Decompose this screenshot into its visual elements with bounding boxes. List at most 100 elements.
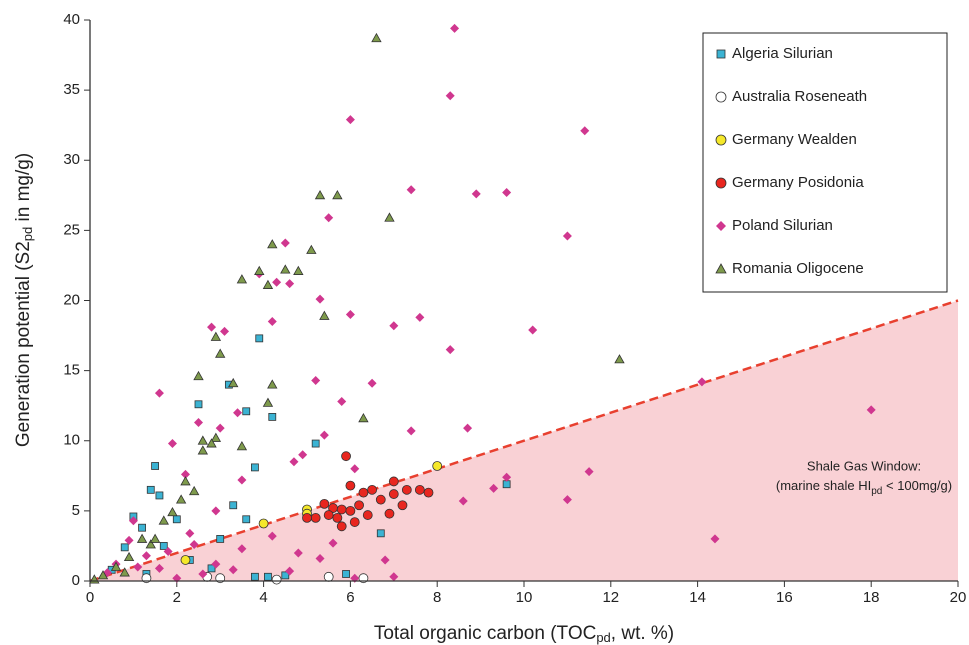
- point: [188, 485, 200, 496]
- point: [315, 294, 325, 304]
- y-tick-label: 5: [72, 502, 80, 519]
- point: [562, 231, 572, 241]
- point: [388, 489, 399, 499]
- point: [180, 555, 191, 565]
- point: [289, 457, 299, 467]
- point: [136, 533, 148, 543]
- point: [271, 574, 282, 585]
- point: [211, 559, 221, 569]
- point: [119, 567, 130, 577]
- point: [354, 500, 364, 511]
- point: [285, 566, 295, 576]
- point: [697, 377, 707, 387]
- point: [175, 494, 187, 504]
- point: [193, 370, 204, 381]
- point: [280, 264, 291, 274]
- point: [445, 345, 455, 355]
- point: [528, 325, 538, 335]
- point: [233, 408, 243, 418]
- point: [207, 322, 217, 332]
- point: [336, 521, 347, 532]
- point: [349, 517, 360, 527]
- point: [262, 397, 274, 407]
- legend-text: Algeria Silurian: [732, 45, 833, 62]
- point: [198, 569, 208, 579]
- point: [264, 572, 272, 581]
- point: [458, 496, 468, 506]
- point: [323, 571, 334, 582]
- legend-marker: [715, 91, 727, 103]
- point: [384, 508, 395, 519]
- point: [302, 512, 312, 523]
- annotation: Shale Gas Window:: [807, 458, 921, 473]
- point: [406, 426, 416, 436]
- point: [141, 551, 151, 561]
- point: [236, 274, 248, 284]
- point: [280, 238, 290, 248]
- point: [154, 563, 164, 573]
- point: [128, 516, 138, 526]
- point: [342, 570, 350, 578]
- x-tick-label: 8: [433, 589, 441, 606]
- point: [380, 555, 390, 565]
- point: [414, 484, 425, 495]
- y-tick-label: 10: [63, 432, 80, 449]
- point: [350, 464, 360, 474]
- point: [375, 494, 386, 505]
- point: [268, 413, 277, 421]
- y-tick-label: 0: [72, 572, 80, 589]
- point: [285, 279, 295, 289]
- point: [336, 504, 347, 515]
- point: [120, 543, 129, 552]
- point: [228, 565, 238, 575]
- point: [146, 485, 155, 494]
- point: [167, 506, 178, 517]
- point: [345, 505, 356, 516]
- point: [215, 423, 225, 433]
- point: [389, 572, 399, 582]
- point: [206, 438, 217, 448]
- y-tick-label: 30: [63, 151, 80, 168]
- point: [866, 405, 876, 415]
- point: [614, 354, 625, 364]
- point: [345, 115, 355, 125]
- x-tick-label: 10: [516, 589, 533, 606]
- point: [210, 331, 222, 341]
- point: [580, 126, 590, 136]
- point: [341, 451, 351, 462]
- point: [210, 432, 222, 442]
- point: [189, 540, 199, 550]
- point: [332, 512, 343, 523]
- point: [236, 441, 248, 451]
- x-tick-label: 18: [863, 589, 880, 606]
- legend-text: Germany Wealden: [732, 131, 857, 148]
- point: [384, 212, 395, 222]
- legend-text: Australia Roseneath: [732, 88, 867, 105]
- point: [220, 326, 230, 336]
- x-tick-label: 0: [86, 589, 94, 606]
- point: [267, 239, 278, 249]
- point: [254, 265, 265, 275]
- point: [145, 539, 156, 549]
- point: [319, 310, 330, 320]
- point: [376, 529, 385, 538]
- point: [562, 495, 572, 505]
- point: [345, 310, 355, 320]
- legend-marker: [715, 134, 727, 146]
- point: [388, 476, 399, 487]
- point: [502, 472, 512, 482]
- point: [133, 562, 143, 572]
- point: [445, 91, 455, 101]
- point: [584, 467, 594, 477]
- point: [324, 213, 334, 223]
- legend-text: Germany Posidonia: [732, 174, 864, 191]
- point: [362, 510, 373, 520]
- point: [180, 469, 190, 479]
- point: [281, 571, 290, 580]
- point: [151, 462, 160, 470]
- y-tick-label: 40: [63, 11, 80, 28]
- window-line: [89, 299, 959, 583]
- point: [215, 348, 226, 358]
- point: [255, 334, 264, 343]
- point: [124, 535, 134, 545]
